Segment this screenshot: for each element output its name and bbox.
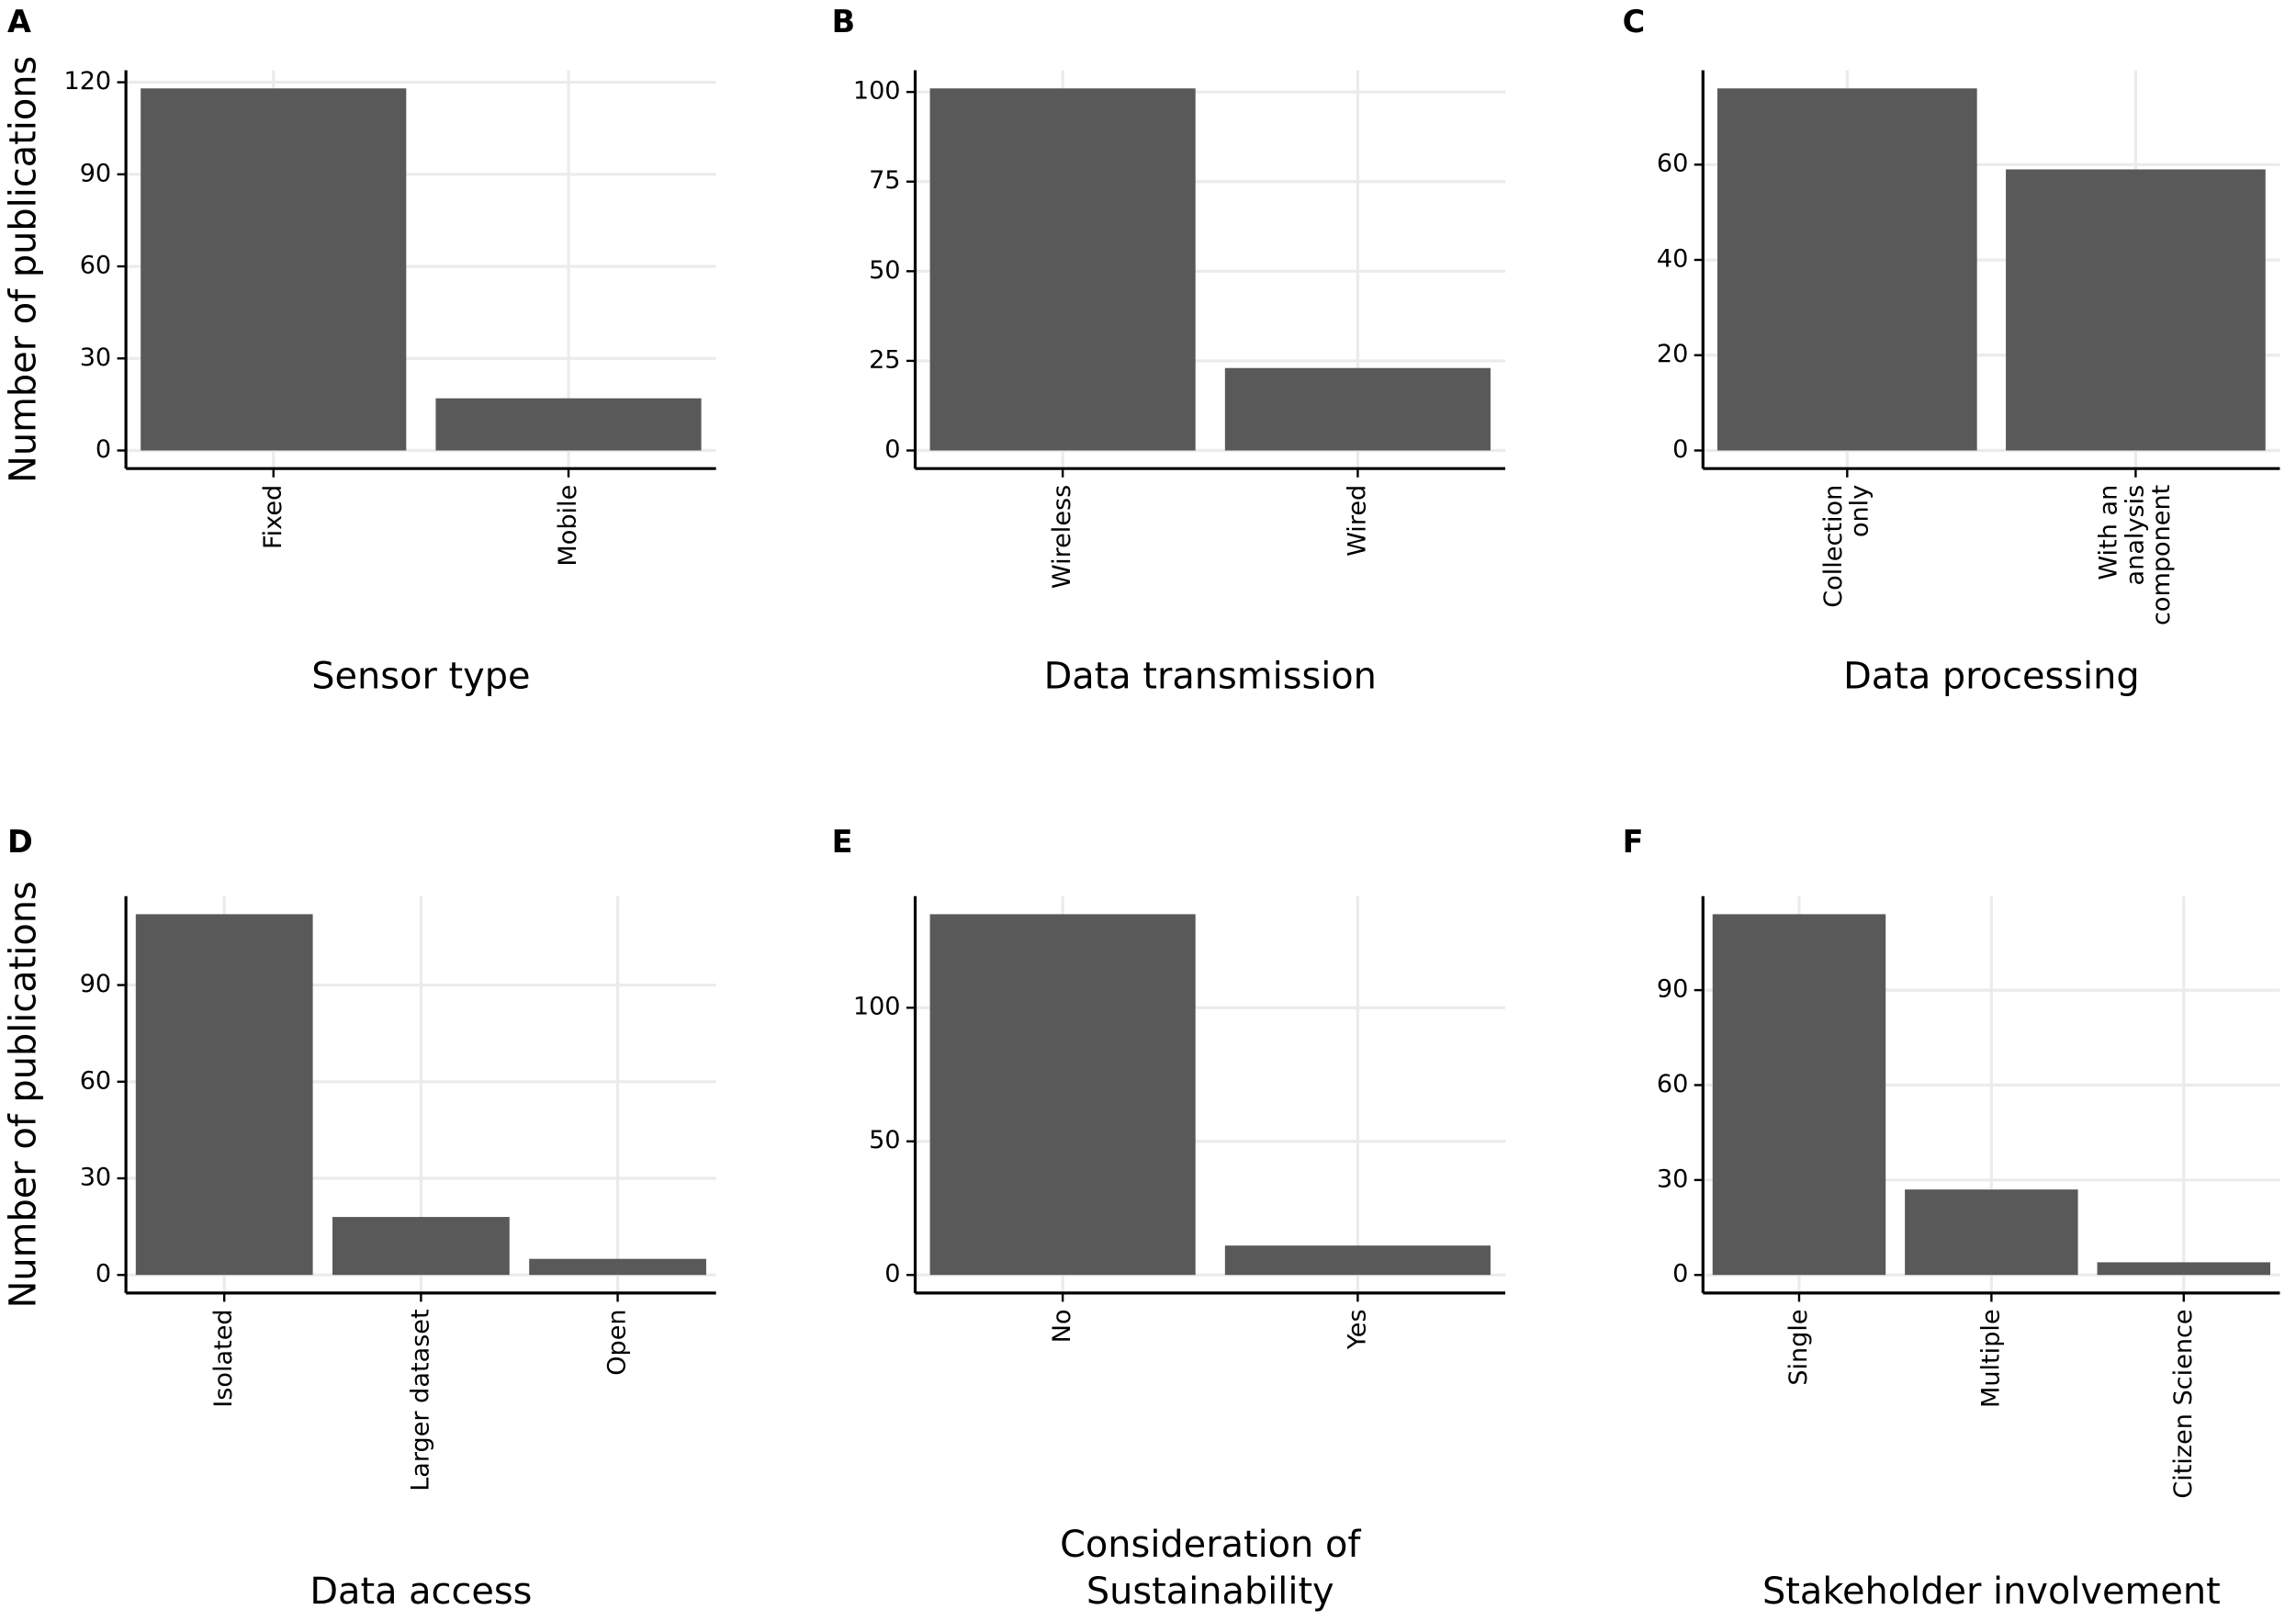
y-tick-label: 0 [96, 435, 111, 464]
x-tick-label: No [1048, 1309, 1076, 1343]
y-tick-label: 0 [884, 1260, 900, 1289]
panel-label: F [1623, 824, 1644, 860]
y-tick-label: 100 [853, 77, 901, 106]
y-axis-title: Number of publications [2, 881, 44, 1308]
x-axis-title: Data transmission [1044, 655, 1377, 697]
bar [1224, 1245, 1491, 1276]
y-tick-label: 0 [1672, 435, 1688, 464]
panel-label: E [832, 824, 853, 860]
y-tick-label: 0 [1672, 1260, 1688, 1289]
panel-label: D [7, 824, 33, 860]
bar [1712, 914, 1886, 1276]
y-tick-label: 25 [869, 345, 900, 374]
x-axis-title: Stakeholder involvement [1762, 1570, 2221, 1613]
x-tick-label: Yes [1343, 1309, 1371, 1350]
y-axis-title: Number of publications [2, 56, 44, 483]
y-tick-label: 90 [80, 159, 111, 187]
y-tick-label: 60 [80, 252, 111, 280]
bar [929, 88, 1196, 451]
y-tick-label: 50 [869, 1126, 900, 1154]
bar [141, 88, 407, 451]
x-tick-label: Single [1784, 1309, 1812, 1385]
y-tick-label: 40 [1657, 244, 1688, 273]
x-tick-label: Isolated [209, 1309, 238, 1407]
panel-label: C [1623, 4, 1646, 39]
y-tick-label: 0 [884, 435, 900, 464]
bar [1716, 88, 1977, 451]
bar [1905, 1189, 2078, 1276]
x-tick-label: With ananalysiscomponent [2094, 485, 2175, 625]
x-tick-label: Multiple [1976, 1309, 2005, 1408]
x-tick-label: Larger dataset [406, 1309, 434, 1491]
x-axis-title: Consideration of Sustainability [1060, 1524, 1361, 1613]
x-tick-label: Mobile [554, 485, 582, 567]
y-tick-label: 60 [1657, 150, 1688, 178]
bar [529, 1258, 706, 1276]
y-tick-label: 20 [1657, 340, 1688, 368]
y-tick-label: 120 [63, 67, 111, 96]
x-tick-label: Fixed [258, 485, 287, 549]
bar [2006, 169, 2266, 451]
bar [332, 1217, 510, 1276]
y-tick-label: 0 [96, 1260, 111, 1289]
y-tick-label: 30 [1657, 1165, 1688, 1193]
bar [2097, 1262, 2270, 1276]
y-tick-label: 100 [853, 993, 901, 1021]
x-axis-title: Sensor type [311, 655, 530, 697]
y-tick-label: 90 [80, 970, 111, 998]
x-tick-label: Wireless [1048, 485, 1076, 589]
bar [135, 914, 313, 1276]
x-axis-title: Data processing [1843, 655, 2140, 697]
bar [1224, 367, 1491, 451]
x-tick-label: Open [602, 1309, 631, 1375]
panel-label: B [832, 4, 856, 39]
y-tick-label: 60 [80, 1066, 111, 1095]
y-tick-label: 60 [1657, 1070, 1688, 1098]
y-tick-label: 50 [869, 256, 900, 285]
bar [435, 398, 702, 451]
panel-label: A [7, 4, 31, 39]
x-tick-label: Citizen Science [2168, 1309, 2197, 1498]
y-tick-label: 30 [80, 343, 111, 372]
y-tick-label: 30 [80, 1163, 111, 1191]
x-tick-label: Wired [1343, 485, 1371, 557]
y-tick-label: 90 [1657, 975, 1688, 1004]
y-tick-label: 75 [869, 166, 900, 195]
bar [929, 914, 1196, 1276]
x-axis-title: Data access [310, 1570, 532, 1613]
x-tick-label: Collectiononly [1818, 485, 1874, 608]
